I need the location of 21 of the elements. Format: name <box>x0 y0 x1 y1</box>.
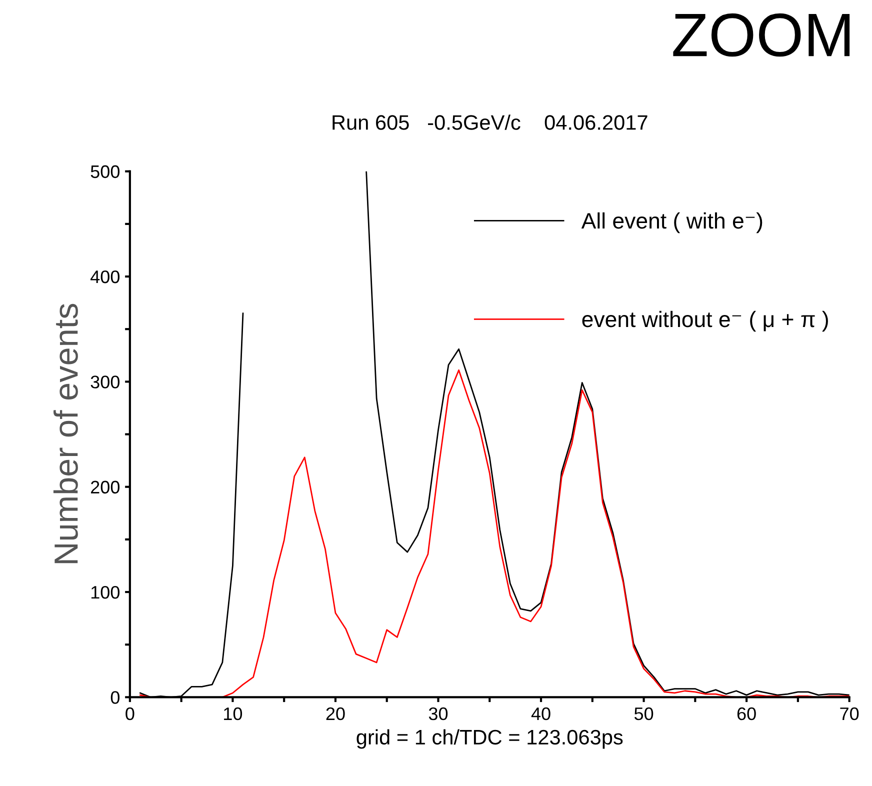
x-tick-label: 60 <box>737 707 756 720</box>
x-tick-label: 40 <box>531 707 550 720</box>
text: ZOOM <box>673 13 850 57</box>
legend-label: event without e⁻ ( μ + π ) <box>582 310 828 332</box>
x-tick-label: 30 <box>428 707 448 720</box>
x-axis-title: grid = 1 ch/TDC = 123.063ps <box>356 729 623 749</box>
line-series <box>140 369 850 698</box>
y-axis-title: Number of events <box>53 304 78 564</box>
y-tick-label: 300 <box>90 376 120 388</box>
x-tick-label: 20 <box>326 707 345 720</box>
x-tick-label: 70 <box>840 707 859 720</box>
x-tick-label: 50 <box>634 707 654 720</box>
legend-label: All event ( with e⁻) <box>581 212 762 234</box>
x-tick-label: 10 <box>224 707 242 720</box>
y-tick-label: 400 <box>90 270 120 284</box>
y-tick-label: 200 <box>90 480 120 494</box>
x-tick-label: 0 <box>126 707 134 720</box>
chart-title: Run 605 -0.5GeV/c 04.06.2017 <box>332 114 648 130</box>
y-tick-label: 100 <box>91 586 120 599</box>
y-tick-label: 0 <box>110 691 120 704</box>
y-tick-label: 500 <box>90 165 120 178</box>
